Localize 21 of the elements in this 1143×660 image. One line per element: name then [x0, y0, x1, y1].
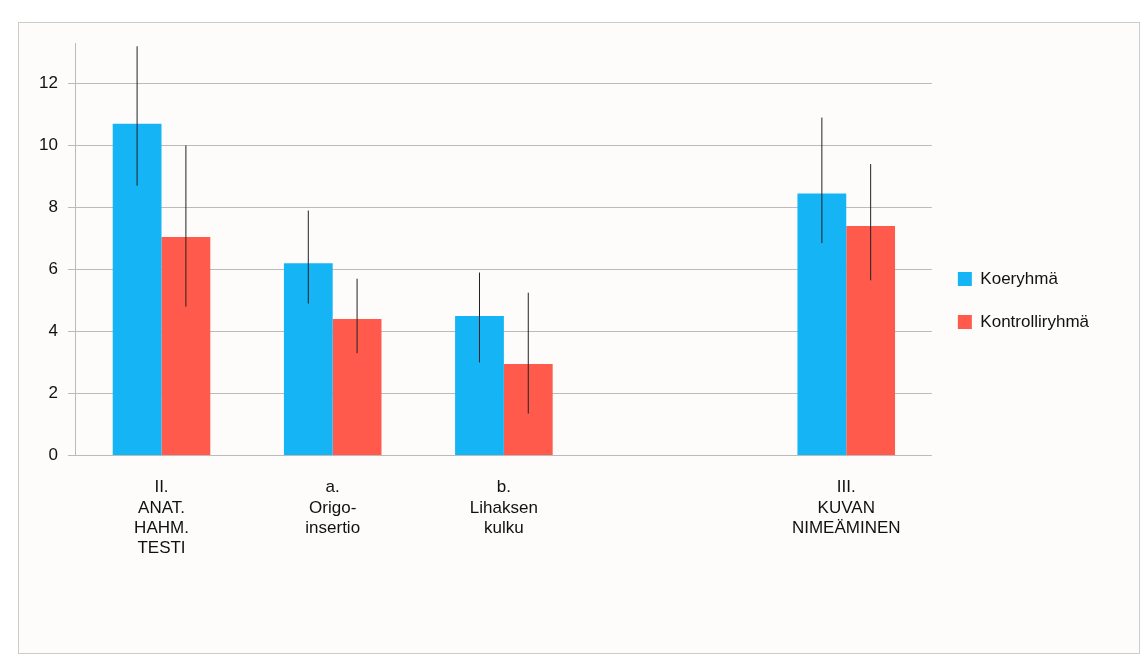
bar	[503, 363, 553, 455]
bar	[455, 315, 504, 455]
y-tick-label: 4	[48, 321, 58, 341]
legend-label: Kontrolliryhmä	[980, 311, 1090, 331]
bar	[332, 319, 382, 455]
y-tick-label: 6	[48, 259, 58, 279]
bar	[846, 226, 896, 455]
bar	[161, 236, 211, 455]
bar	[797, 193, 847, 455]
x-tick-label: III. KUVAN NIMEÄMINEN	[791, 477, 901, 538]
y-tick-label: 10	[38, 135, 58, 155]
bar	[112, 123, 162, 455]
y-tick-label: 8	[48, 197, 58, 217]
y-tick-label: 2	[48, 383, 58, 403]
x-tick-label: b. Lihaksen kulku	[469, 477, 538, 538]
x-tick-label: a. Origo- insertio	[305, 477, 361, 538]
legend-label: Koeryhmä	[980, 268, 1059, 288]
y-tick-label: 12	[38, 73, 58, 93]
bar	[283, 263, 333, 455]
y-tick-label: 0	[48, 445, 58, 465]
x-tick-label: II. ANAT. HAHM. TESTI	[134, 477, 189, 558]
